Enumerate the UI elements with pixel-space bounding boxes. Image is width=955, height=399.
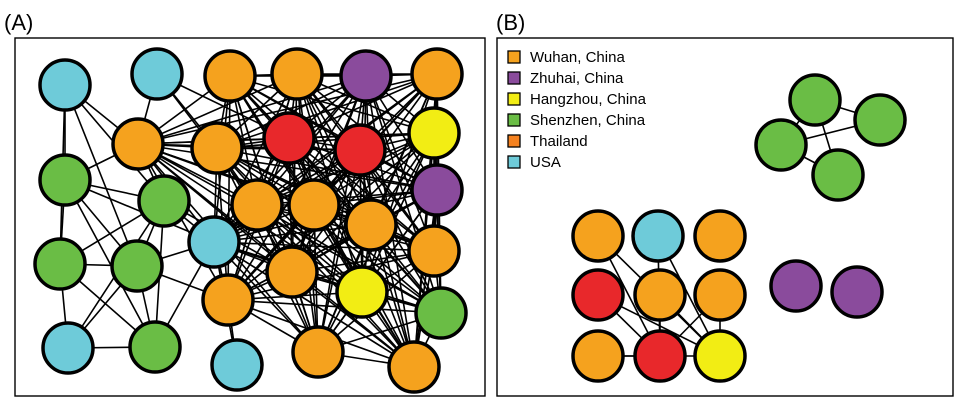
network-node-orange: [410, 47, 464, 101]
legend-swatch: [507, 113, 521, 127]
network-node-orange: [387, 340, 441, 394]
network-node-orange: [201, 273, 255, 327]
network-node-yellow: [693, 329, 747, 383]
network-edge: [216, 132, 435, 149]
legend-label: Wuhan, China: [530, 49, 625, 66]
network-edge: [137, 143, 229, 301]
legend-label: Shenzhen, China: [530, 112, 646, 129]
network-edge: [64, 179, 156, 348]
network-node-purple: [410, 163, 464, 217]
panel-a-nodes: [33, 47, 468, 394]
network-node-green: [38, 153, 92, 207]
network-node-red: [633, 329, 687, 383]
legend-swatch: [507, 134, 521, 148]
network-edge: [296, 73, 363, 293]
network-node-red: [571, 268, 625, 322]
network-node-blue: [130, 47, 184, 101]
panel-a-label: (A): [4, 10, 33, 35]
network-edge: [227, 189, 438, 301]
network-node-blue: [38, 58, 92, 112]
network-node-green: [128, 320, 182, 374]
legend-label: Hangzhou, China: [530, 91, 647, 108]
panel-b-nodes: [571, 73, 907, 383]
panel-b-frame: [496, 37, 954, 397]
network-edge: [365, 75, 435, 252]
network-node-orange: [633, 268, 687, 322]
network-node-purple: [769, 259, 823, 313]
legend-swatch: [507, 155, 521, 169]
network-edge: [213, 73, 298, 243]
network-edge: [256, 189, 438, 206]
network-edge: [256, 204, 442, 314]
legend: Wuhan, China Zhuhai, China Hangzhou, China…: [507, 49, 647, 171]
network-node-purple: [830, 265, 884, 319]
network-node-orange: [291, 325, 345, 379]
panel-a-frame: [14, 37, 486, 397]
network-node-orange: [344, 198, 398, 252]
network-node-blue: [41, 321, 95, 375]
network-node-red: [262, 111, 316, 165]
network-node-green: [137, 174, 191, 228]
network-edge: [227, 299, 442, 314]
network-node-purple: [339, 49, 393, 103]
network-edge: [213, 149, 361, 243]
network-edge: [137, 73, 298, 145]
network-edge: [137, 143, 438, 191]
network-node-green: [811, 148, 865, 202]
network-edge: [137, 75, 367, 145]
network-edge: [216, 73, 438, 149]
network-node-orange: [407, 224, 461, 278]
network-edge: [216, 147, 363, 293]
network-node-blue: [210, 338, 264, 392]
legend-swatch: [507, 50, 521, 64]
network-node-orange: [190, 121, 244, 175]
network-node-orange: [571, 329, 625, 383]
network-node-orange: [287, 178, 341, 232]
network-node-green: [33, 237, 87, 291]
network-node-green: [853, 93, 907, 147]
network-edge: [216, 147, 319, 353]
network-node-blue: [187, 215, 241, 269]
network-edge: [64, 84, 138, 267]
network-node-orange: [693, 209, 747, 263]
network-edge: [213, 241, 435, 252]
network-node-orange: [203, 49, 257, 103]
legend-label: Thailand: [530, 133, 588, 150]
network-node-yellow: [407, 106, 461, 160]
network-node-blue: [631, 209, 685, 263]
network-node-orange: [693, 268, 747, 322]
network-edge: [288, 73, 438, 139]
network-node-orange: [230, 178, 284, 232]
legend-swatch: [507, 92, 521, 106]
network-edge: [413, 189, 438, 368]
network-edge: [227, 250, 435, 301]
network-node-green: [788, 73, 842, 127]
network-node-green: [414, 286, 468, 340]
panel-b-label: (B): [496, 10, 525, 35]
network-node-green: [110, 239, 164, 293]
network-node-green: [754, 118, 808, 172]
network-node-orange: [111, 117, 165, 171]
legend-swatch: [507, 71, 521, 85]
network-node-orange: [270, 47, 324, 101]
legend-label: Zhuhai, China: [530, 70, 624, 87]
network-edge: [213, 241, 442, 314]
network-node-red: [333, 123, 387, 177]
network-node-yellow: [335, 265, 389, 319]
network-edge: [256, 204, 415, 368]
legend-label: USA: [530, 154, 561, 171]
network-node-orange: [265, 245, 319, 299]
network-edge: [288, 137, 435, 252]
network-node-orange: [571, 209, 625, 263]
